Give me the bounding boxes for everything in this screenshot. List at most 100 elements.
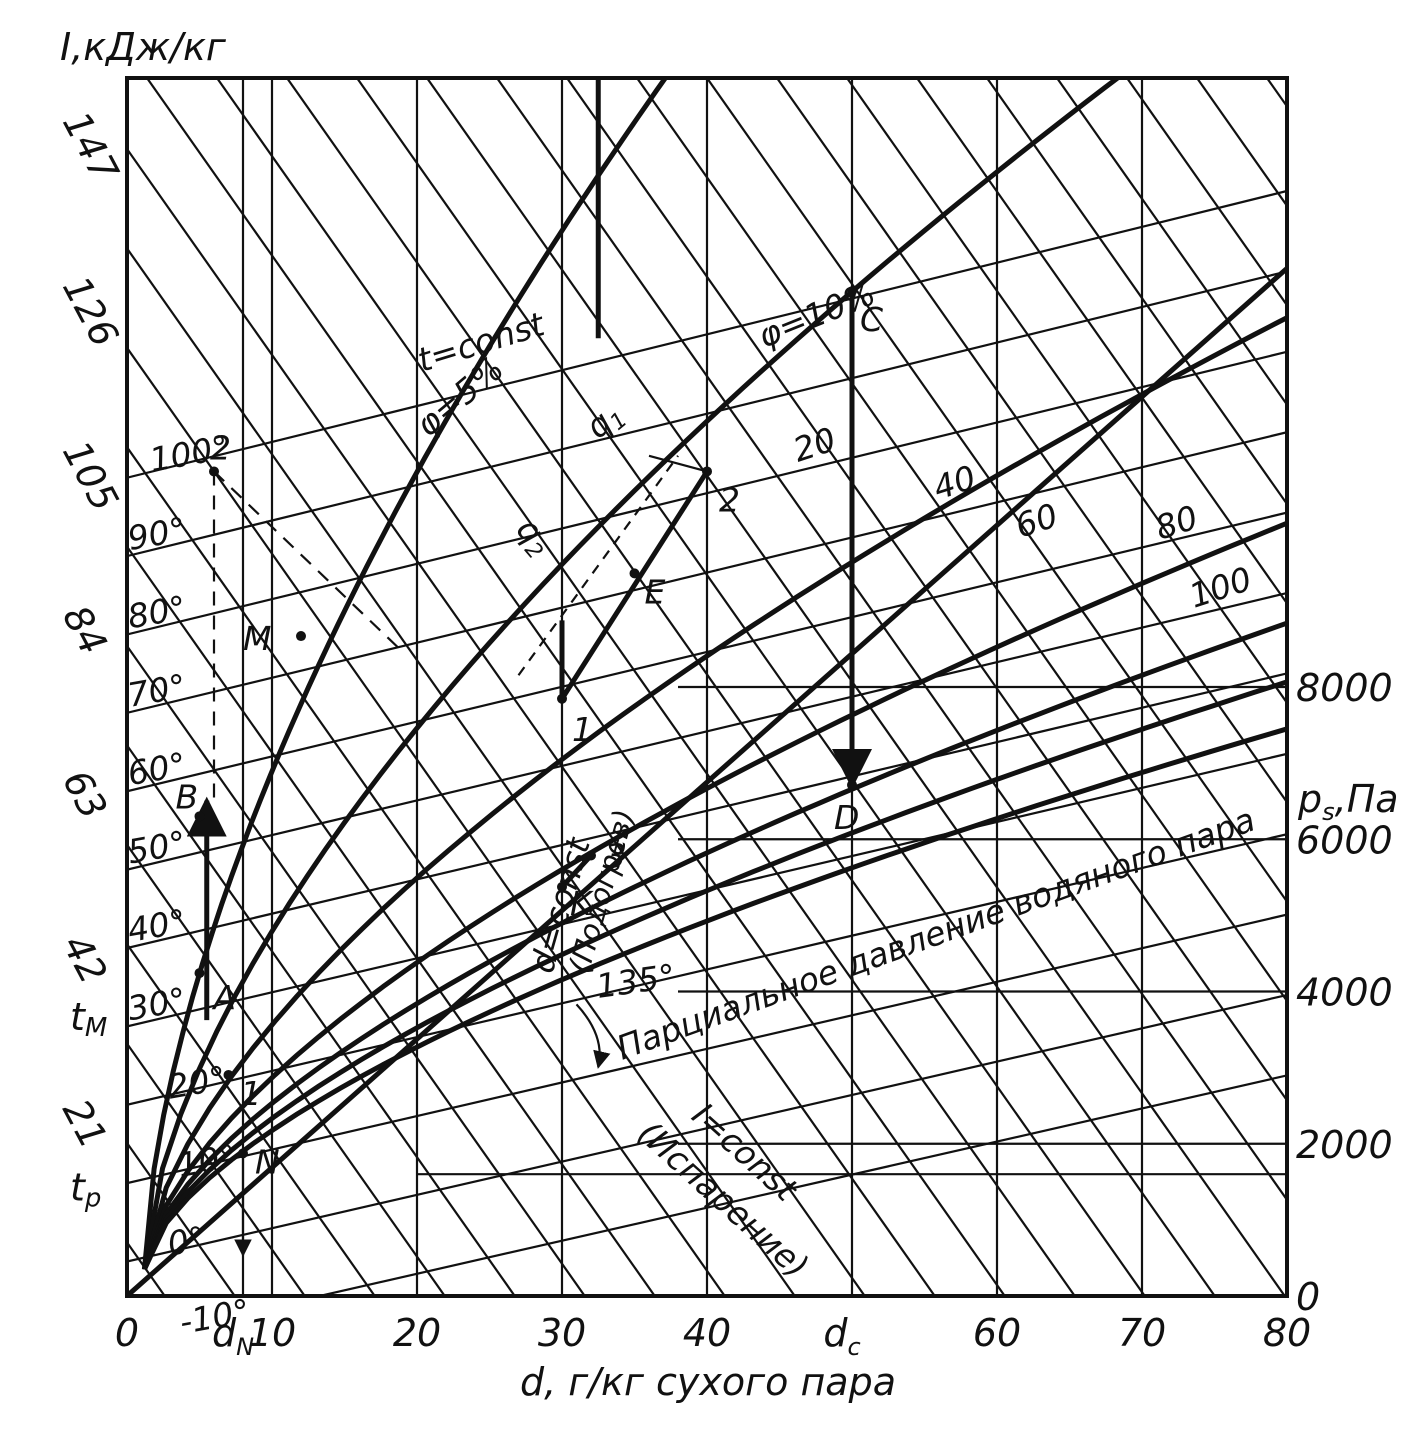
point-marker bbox=[557, 693, 567, 704]
right-tick-label: 0 bbox=[1296, 1275, 1320, 1319]
x-tick-label: 10 bbox=[248, 1311, 296, 1355]
isotherm-label: 10° bbox=[175, 1136, 239, 1185]
enthalpy-line bbox=[127, 942, 376, 1296]
y-special-tick: tM bbox=[70, 995, 107, 1043]
grid-layer bbox=[127, 78, 1287, 1296]
phi-curve bbox=[142, 520, 1287, 1271]
right-tick-label: 4000 bbox=[1296, 971, 1393, 1015]
isotherm-line bbox=[127, 591, 1287, 871]
point-label: 2 bbox=[719, 480, 740, 519]
point-marker bbox=[194, 968, 205, 979]
isotherm-line bbox=[127, 672, 1287, 950]
point-marker bbox=[586, 850, 596, 861]
y-tick-label: 126 bbox=[54, 269, 127, 354]
right-tick-label: 6000 bbox=[1296, 818, 1393, 862]
point-label: 3 bbox=[605, 837, 626, 876]
isotherm-label: 70° bbox=[125, 666, 189, 715]
y-tick-label: 42 bbox=[54, 927, 116, 990]
phi-curve bbox=[142, 726, 1287, 1271]
x-axis-title: d, г/кг сухого пара bbox=[520, 1360, 896, 1404]
enthalpy-line bbox=[127, 644, 586, 1296]
x-special-tick: dN bbox=[212, 1311, 254, 1361]
isotherm-line bbox=[127, 189, 1287, 479]
right-axis-title: ps,Па bbox=[1297, 777, 1399, 826]
point-label: 1 bbox=[241, 1074, 262, 1113]
phi-curve bbox=[142, 679, 1287, 1271]
point-label: 1 bbox=[572, 710, 593, 749]
x-tick-label: 80 bbox=[1263, 1311, 1311, 1355]
enthalpy-line bbox=[127, 147, 936, 1296]
phi-curve bbox=[142, 620, 1287, 1271]
point-marker bbox=[557, 881, 567, 892]
isotherm-line bbox=[127, 833, 1287, 1106]
point-label: E bbox=[645, 572, 666, 611]
enthalpy-line bbox=[127, 842, 446, 1296]
isotherm-label: 90° bbox=[125, 509, 189, 558]
phi-label: 60 bbox=[1010, 496, 1062, 546]
y-tick-label: 84 bbox=[54, 598, 116, 661]
isotherm-label: 80° bbox=[125, 588, 189, 637]
x-tick-label: 20 bbox=[393, 1311, 441, 1355]
enthalpy-line bbox=[916, 78, 1287, 606]
x-special-tick: dc bbox=[823, 1311, 860, 1361]
partial-pressure-line bbox=[127, 266, 1287, 1296]
q-dashed-line bbox=[517, 455, 679, 676]
isotherm-line bbox=[127, 350, 1287, 636]
phi-label: 100 bbox=[1184, 559, 1256, 616]
isotherm-label: 50° bbox=[125, 823, 189, 872]
isotherm-line bbox=[127, 511, 1287, 793]
isotherm-label: 30° bbox=[125, 980, 189, 1029]
y-tick-label: 147 bbox=[54, 104, 127, 189]
q-cap-line bbox=[648, 454, 708, 473]
phi-label: 40 bbox=[928, 458, 980, 508]
point-marker bbox=[847, 779, 857, 790]
right-tick-label: 8000 bbox=[1296, 666, 1393, 710]
enthalpy-line bbox=[127, 1041, 306, 1296]
point-label: 2 bbox=[210, 428, 231, 467]
overlay-layer bbox=[186, 79, 872, 1258]
curve-layer bbox=[127, 78, 1287, 1296]
phi-label: 80 bbox=[1150, 498, 1202, 548]
point-marker bbox=[296, 631, 306, 642]
y-special-tick: tp bbox=[70, 1165, 101, 1213]
point-label: D bbox=[834, 798, 859, 837]
point-label: M bbox=[243, 619, 271, 658]
isotherm-line bbox=[127, 913, 1287, 1185]
point-layer: C D 1 2 E 3K M A B N 1 2 bbox=[176, 286, 883, 1181]
x-tick-label: 70 bbox=[1118, 1311, 1166, 1355]
angle-arc bbox=[575, 1003, 611, 1069]
isotherm-line bbox=[127, 993, 1287, 1263]
point-marker bbox=[194, 811, 205, 822]
enthalpy-line bbox=[127, 345, 796, 1296]
right-tick-labels: 0 2000 4000 6000 8000 bbox=[1296, 666, 1393, 1319]
point-label: K bbox=[570, 884, 594, 923]
x-tick-label: 60 bbox=[973, 1311, 1021, 1355]
point-marker bbox=[238, 1148, 248, 1159]
isotherm-label: 40° bbox=[125, 901, 189, 950]
point-marker bbox=[629, 568, 640, 579]
enthalpy-line bbox=[986, 78, 1287, 506]
x-tick-label: 30 bbox=[538, 1311, 586, 1355]
y-axis-title: I,кДж/кг bbox=[60, 25, 227, 69]
right-tick-label: 2000 bbox=[1296, 1123, 1393, 1167]
process-line-12 bbox=[559, 470, 710, 701]
k3-line bbox=[560, 853, 593, 889]
phi-curve bbox=[141, 314, 1287, 1270]
y-tick-label: 21 bbox=[54, 1092, 116, 1155]
y-tick-labels: 21 42 63 84 105 126 147 tM tp bbox=[54, 104, 127, 1213]
point-marker bbox=[847, 286, 857, 297]
plot-frame bbox=[125, 76, 1289, 1298]
enthalpy-line bbox=[216, 78, 1076, 1296]
point-label: B bbox=[176, 777, 199, 816]
x-tick-label: 0 bbox=[115, 1311, 139, 1355]
y-tick-label: 105 bbox=[54, 434, 127, 519]
enthalpy-line bbox=[127, 743, 516, 1296]
phi-curve bbox=[141, 78, 1122, 1270]
enthalpy-line bbox=[1056, 78, 1287, 407]
point-label: N bbox=[255, 1142, 280, 1181]
point-marker bbox=[223, 1069, 234, 1080]
isotherm-label: 0° bbox=[165, 1218, 209, 1263]
y-tick-label: 63 bbox=[54, 763, 116, 826]
enthalpy-line bbox=[127, 246, 866, 1296]
